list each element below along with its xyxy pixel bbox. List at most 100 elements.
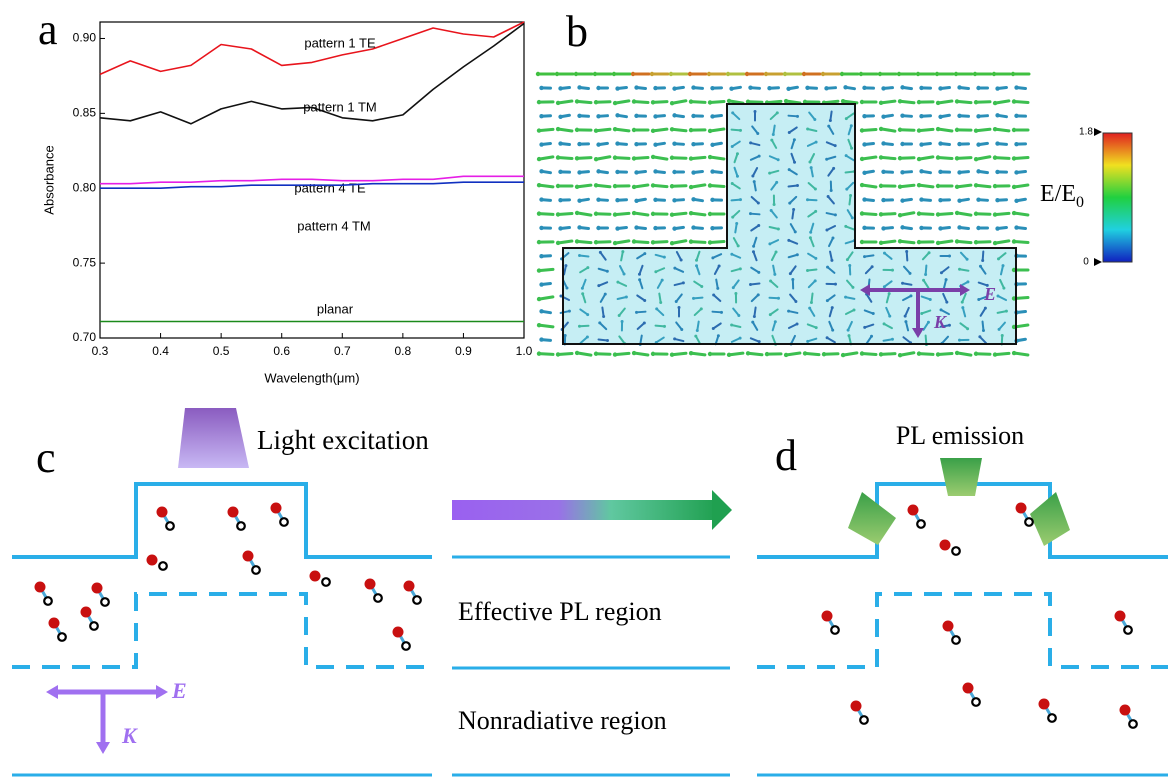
vector-head	[536, 211, 542, 216]
vector-head	[825, 336, 829, 340]
vector-head	[795, 184, 799, 188]
vector-head	[1014, 170, 1019, 175]
vector-head	[1010, 71, 1016, 77]
vector-head	[983, 306, 987, 310]
vector-head	[859, 351, 865, 356]
vector-head	[688, 350, 694, 356]
structure-outline	[562, 103, 1017, 345]
vector-head	[672, 113, 677, 118]
field-vector	[537, 267, 555, 273]
vector-head	[831, 236, 835, 240]
molecule-atom	[907, 504, 919, 516]
field-vector	[841, 351, 859, 357]
vector-head	[802, 99, 808, 105]
vector-head	[1011, 239, 1017, 244]
vector-head	[908, 271, 912, 275]
vector-head	[922, 278, 926, 282]
vector-head	[809, 300, 813, 304]
vector-head	[897, 156, 903, 161]
vector-head	[555, 126, 561, 132]
vector-head	[650, 100, 656, 105]
vector-head	[707, 183, 713, 188]
series-line	[99, 22, 525, 125]
vector-head	[772, 202, 776, 206]
vector-head	[844, 224, 848, 228]
field-vector	[845, 154, 855, 162]
field-vector	[556, 127, 574, 133]
field-vector	[537, 295, 555, 301]
field-vector	[769, 280, 779, 288]
y-tick-label: 0.70	[73, 330, 97, 344]
vector-head	[749, 282, 753, 286]
vector-head	[756, 201, 760, 205]
molecule-atom	[401, 641, 411, 651]
vector-head	[813, 279, 817, 283]
vector-head	[672, 169, 677, 175]
vector-head	[602, 314, 606, 318]
molecule-atom	[1123, 625, 1133, 635]
molecule-atom	[1038, 698, 1050, 710]
vector-head	[954, 156, 960, 161]
vector-head	[833, 144, 837, 148]
vector-head	[878, 126, 884, 132]
vector-head	[935, 212, 941, 217]
vector-head	[1011, 184, 1017, 190]
vector-head	[783, 352, 789, 358]
vector-head	[935, 126, 941, 132]
vector-head	[617, 313, 621, 317]
vector-head	[612, 183, 618, 189]
vector-head	[662, 255, 666, 259]
vector-head	[673, 337, 677, 341]
molecule-atom	[939, 539, 951, 551]
molecules	[34, 502, 1138, 729]
field-vector	[844, 225, 856, 231]
molecule-atom	[321, 577, 331, 587]
vector-head	[825, 299, 829, 303]
vector-head	[858, 71, 864, 77]
vector-head	[978, 335, 982, 339]
field-vector	[601, 306, 605, 318]
vector-head	[659, 300, 663, 304]
vector-head	[845, 187, 849, 191]
vector-head	[808, 160, 812, 164]
field-vector	[955, 211, 973, 217]
vector-head	[981, 258, 985, 262]
vector-head	[763, 71, 769, 77]
vector-head	[564, 264, 568, 268]
vector-head	[985, 283, 989, 287]
field-vector	[689, 100, 707, 104]
molecule-atom	[279, 517, 289, 527]
field-vector	[828, 306, 834, 318]
vector-head	[539, 169, 544, 174]
vector-head	[748, 85, 753, 90]
vector-head	[539, 142, 544, 147]
vector-head	[586, 313, 590, 317]
vector-head	[596, 114, 601, 119]
vector-head	[615, 141, 620, 146]
vector-head	[555, 183, 561, 189]
vector-head	[903, 314, 907, 318]
molecule-atom	[100, 597, 110, 607]
vector-head	[966, 327, 970, 331]
vector-head	[536, 182, 542, 188]
vector-head	[643, 299, 647, 303]
field-vector	[537, 212, 555, 216]
vector-head	[620, 320, 624, 324]
vector-head	[581, 292, 585, 296]
vector-head	[669, 241, 675, 246]
vector-head	[808, 306, 812, 310]
field-vector	[618, 335, 626, 345]
vector-head	[897, 184, 903, 189]
molecule-atom	[1015, 502, 1027, 514]
field-vector	[788, 168, 798, 176]
vector-head	[688, 210, 694, 216]
vector-head	[707, 240, 713, 245]
field-vector	[879, 99, 897, 105]
vector-head	[768, 171, 772, 175]
vector-head	[833, 282, 837, 286]
vector-head	[862, 113, 867, 119]
y-tick-label: 0.90	[73, 31, 97, 45]
vector-head	[897, 213, 903, 218]
field-vector	[651, 127, 669, 133]
field-vector	[993, 239, 1011, 245]
